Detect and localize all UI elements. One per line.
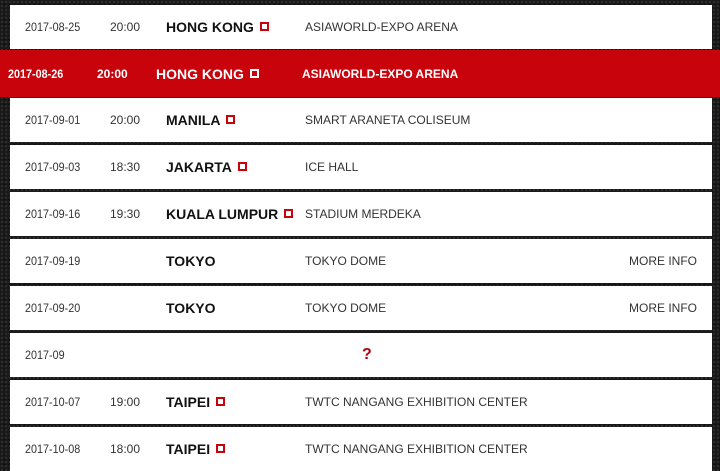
city-text: TOKYO (166, 253, 216, 269)
date-text: 2017-09-16 (25, 207, 81, 221)
city-name: MANILA (166, 112, 236, 128)
tour-date-row[interactable]: 2017-08-26 20:00 HONG KONG ASIAWORLD-EXPO A… (0, 50, 720, 97)
city-name: TAIPEI (166, 394, 226, 410)
tour-date-row[interactable]: 2017-09-03 18:30 JAKARTA ICE HALL (10, 145, 712, 189)
date-text: 2017-09-01 (25, 113, 81, 127)
venue-text: TOKYO DOME (305, 254, 387, 268)
tour-date-row[interactable]: 2017-10-07 19:00 TAIPEI TWTC NANGANG EXHIBI… (10, 380, 712, 424)
tour-date-row[interactable]: 2017-09-19 TOKYO TOKYO DOME MORE INFO (10, 239, 712, 283)
venue-text: STADIUM MERDEKA (305, 207, 421, 221)
city-name: KUALA LUMPUR (166, 206, 294, 222)
more-info-link[interactable]: MORE INFO (629, 301, 697, 315)
venue-text: TWTC NANGANG EXHIBITION CENTER (305, 442, 528, 456)
date-text: 2017-08-25 (25, 20, 81, 34)
tour-date-row[interactable]: 2017-09? (10, 333, 712, 377)
venue-text: ICE HALL (305, 160, 359, 174)
ticket-icon[interactable] (249, 68, 259, 78)
city-name: HONG KONG (166, 19, 269, 35)
city-text: HONG KONG (156, 65, 244, 82)
venue-text: TWTC NANGANG EXHIBITION CENTER (305, 395, 528, 409)
date-text: 2017-09 (25, 348, 65, 362)
ticket-icon[interactable] (259, 22, 269, 31)
time-text: 18:30 (110, 160, 141, 174)
city-text: HONG KONG (166, 19, 254, 35)
more-info-link[interactable]: MORE INFO (629, 254, 697, 268)
time-text: 20:00 (110, 20, 141, 34)
city-text: KUALA LUMPUR (166, 206, 279, 222)
tour-date-row[interactable]: 2017-08-25 20:00 HONG KONG ASIAWORLD-EXPO A… (10, 5, 712, 49)
date-text: 2017-09-03 (25, 160, 81, 174)
ticket-icon[interactable] (284, 209, 294, 218)
unknown-icon: ? (362, 346, 372, 363)
time-text: 19:00 (110, 395, 141, 409)
time-text: 18:00 (110, 442, 141, 456)
tour-date-row[interactable]: 2017-09-16 19:30 KUALA LUMPUR STADIUM MERDE… (10, 192, 712, 236)
city-text: MANILA (166, 112, 221, 128)
date-text: 2017-09-19 (25, 254, 81, 268)
city-name: JAKARTA (166, 159, 247, 175)
city-text: JAKARTA (166, 159, 232, 175)
venue-text: ASIAWORLD-EXPO ARENA (302, 66, 459, 81)
tour-date-row[interactable]: 2017-10-08 18:00 TAIPEI TWTC NANGANG EXHIBI… (10, 427, 712, 471)
city-text: TAIPEI (166, 394, 211, 410)
venue-text: SMART ARANETA COLISEUM (305, 113, 471, 127)
time-text: 20:00 (110, 113, 141, 127)
city-name: HONG KONG (156, 66, 259, 82)
city-name: TAIPEI (166, 441, 226, 457)
venue-text: TOKYO DOME (305, 301, 387, 315)
ticket-icon[interactable] (216, 397, 226, 406)
time-text: 19:30 (110, 207, 141, 221)
city-name: TOKYO (166, 253, 216, 269)
date-text: 2017-08-26 (8, 66, 64, 81)
city-name: TOKYO (166, 300, 216, 316)
city-text: TOKYO (166, 300, 216, 316)
ticket-icon[interactable] (237, 162, 247, 171)
date-text: 2017-09-20 (25, 301, 81, 315)
tour-date-row[interactable]: 2017-09-20 TOKYO TOKYO DOME MORE INFO (10, 286, 712, 330)
time-text: 20:00 (97, 66, 128, 81)
ticket-icon[interactable] (226, 115, 236, 124)
city-text: TAIPEI (166, 441, 211, 457)
date-text: 2017-10-07 (25, 395, 81, 409)
tour-date-row[interactable]: 2017-09-01 20:00 MANILA SMART ARANETA COLIS… (10, 98, 712, 142)
ticket-icon[interactable] (216, 444, 226, 453)
date-text: 2017-10-08 (25, 442, 81, 456)
venue-text: ASIAWORLD-EXPO ARENA (305, 20, 458, 34)
